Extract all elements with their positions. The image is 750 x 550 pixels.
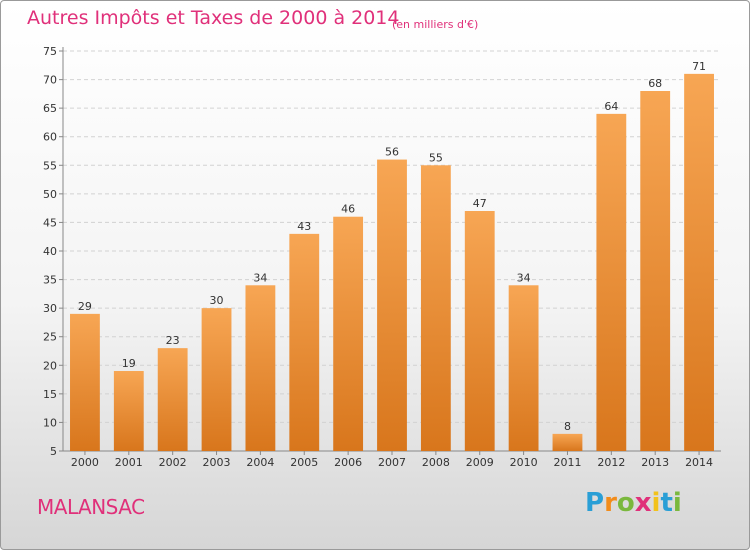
city-name: MALANSAC (37, 495, 145, 519)
bar-2005 (289, 233, 320, 451)
x-tick-label-2012: 2012 (597, 456, 625, 469)
x-tick-label-2001: 2001 (115, 456, 143, 469)
bar-2013 (640, 91, 671, 451)
value-label-2006: 46 (341, 203, 355, 216)
logo-letter: x (634, 488, 652, 518)
logo-letter: t (660, 488, 673, 518)
y-tick-label: 50 (43, 188, 57, 201)
y-tick-label: 75 (43, 45, 57, 58)
bar-2008 (420, 165, 451, 452)
x-tick-label-2011: 2011 (553, 456, 581, 469)
y-tick-label: 15 (43, 388, 57, 401)
bars (70, 73, 714, 452)
y-tick-label: 45 (43, 216, 57, 229)
value-label-2003: 30 (210, 294, 224, 307)
y-tick-label: 10 (43, 416, 57, 429)
logo-letter: i (672, 488, 682, 518)
x-tick-label-2013: 2013 (641, 456, 669, 469)
bar-2003 (201, 308, 232, 451)
value-label-2002: 23 (166, 334, 180, 347)
bar-2012 (596, 113, 627, 451)
value-label-2014: 71 (692, 60, 706, 73)
proxiti-logo[interactable]: Proxiti (585, 488, 682, 518)
x-tick-label-2010: 2010 (510, 456, 538, 469)
y-tick-label: 5 (50, 445, 57, 458)
bar-2009 (464, 211, 495, 451)
value-label-2010: 34 (517, 271, 531, 284)
y-tick-label: 35 (43, 274, 57, 287)
bar-2007 (377, 159, 407, 452)
x-tick-label-2009: 2009 (466, 456, 494, 469)
y-tick-label: 70 (43, 74, 57, 87)
y-tick-label: 30 (43, 302, 57, 315)
value-label-2004: 34 (253, 271, 267, 284)
bar-2000 (70, 313, 100, 451)
x-tick-label-2007: 2007 (378, 456, 406, 469)
bar-2004 (245, 285, 276, 451)
x-tick-label-2006: 2006 (334, 456, 362, 469)
value-label-2009: 47 (473, 197, 487, 210)
x-tick-label-2005: 2005 (290, 456, 318, 469)
x-tick-label-2000: 2000 (71, 456, 99, 469)
bar-2014 (684, 73, 714, 451)
value-label-2012: 64 (604, 100, 618, 113)
bar-2001 (113, 371, 144, 451)
y-tick-label: 20 (43, 359, 57, 372)
y-tick-label: 60 (43, 131, 57, 144)
bar-2011 (552, 433, 583, 451)
y-tick-label: 55 (43, 159, 57, 172)
x-tick-label-2004: 2004 (246, 456, 274, 469)
value-label-2013: 68 (648, 77, 662, 90)
y-tick-label: 40 (43, 245, 57, 258)
bar-2006 (333, 216, 364, 451)
x-tick-label-2003: 2003 (203, 456, 231, 469)
value-label-2007: 56 (385, 146, 399, 159)
logo-letter: r (604, 488, 617, 518)
value-label-2000: 29 (78, 300, 92, 313)
logo-letter: P (585, 488, 605, 518)
chart-title: Autres Impôts et Taxes de 2000 à 2014 (27, 7, 400, 29)
y-tick-label: 65 (43, 102, 57, 115)
logo-letter: o (616, 488, 635, 518)
x-tick-label-2002: 2002 (159, 456, 187, 469)
bar-2002 (157, 348, 188, 451)
y-tick-label: 25 (43, 331, 57, 344)
value-label-2001: 19 (122, 357, 136, 370)
value-labels: 29 19 23 30 34 43 46 56 55 47 34 8 64 68 71 (78, 60, 706, 433)
value-label-2011: 8 (564, 420, 571, 433)
x-tick-label-2014: 2014 (685, 456, 713, 469)
chart-subtitle: (en milliers d'€) (392, 18, 479, 31)
value-label-2008: 55 (429, 151, 443, 164)
x-tick-label-2008: 2008 (422, 456, 450, 469)
value-label-2005: 43 (297, 220, 311, 233)
logo-letter: i (651, 488, 661, 518)
bar-2010 (508, 285, 539, 451)
